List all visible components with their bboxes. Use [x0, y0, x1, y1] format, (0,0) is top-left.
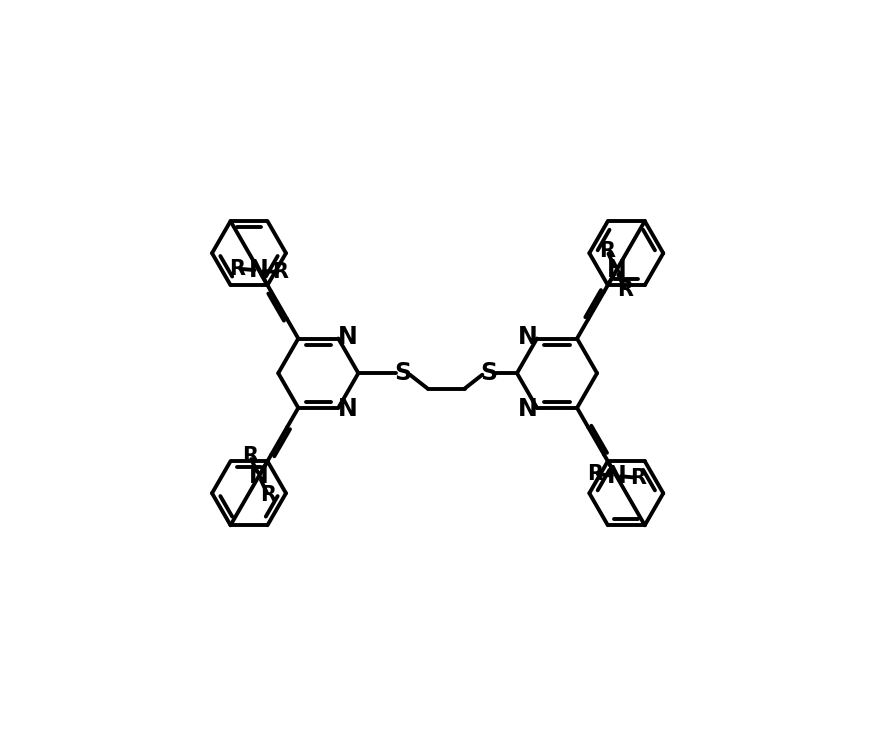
Text: R: R [629, 468, 645, 488]
Text: N: N [338, 325, 357, 349]
Text: N: N [338, 397, 357, 421]
Text: R: R [242, 446, 258, 467]
Text: N: N [249, 258, 268, 282]
Text: S: S [394, 361, 411, 385]
Text: S: S [480, 361, 497, 385]
Text: R: R [260, 485, 275, 505]
Text: N: N [517, 325, 537, 349]
Text: R: R [598, 241, 615, 261]
Text: R: R [617, 280, 632, 300]
Text: R: R [586, 464, 602, 484]
Text: N: N [606, 258, 625, 282]
Text: N: N [517, 397, 537, 421]
Text: N: N [606, 464, 625, 488]
Text: N: N [249, 464, 268, 488]
Text: R: R [272, 263, 289, 282]
Text: R: R [229, 259, 246, 279]
